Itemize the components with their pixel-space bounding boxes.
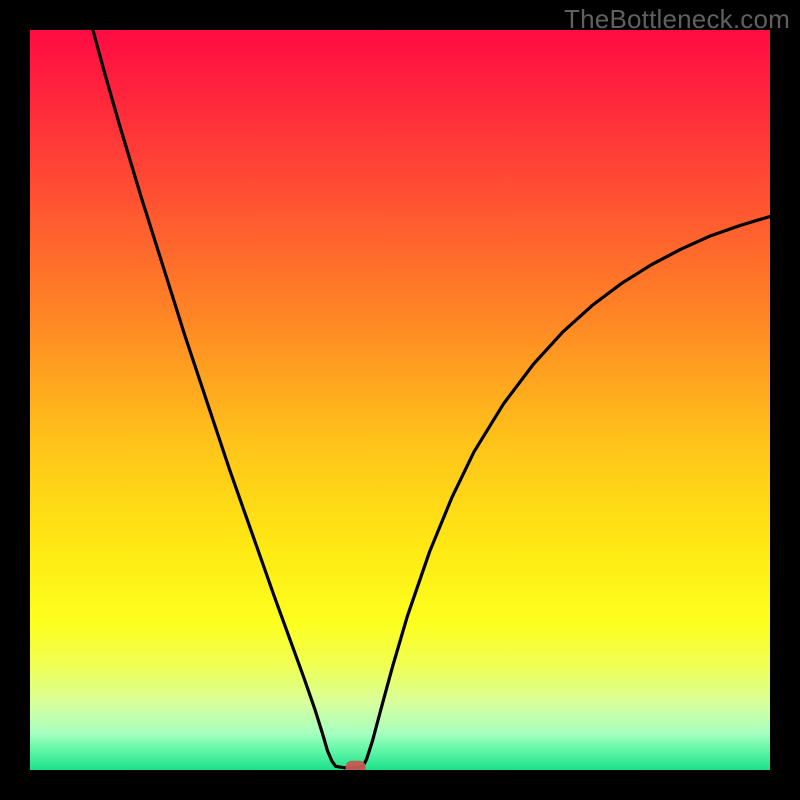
chart-container: TheBottleneck.com — [0, 0, 800, 800]
bottleneck-curve-chart — [0, 0, 800, 800]
plot-gradient-background — [30, 30, 770, 770]
watermark-text: TheBottleneck.com — [564, 4, 790, 35]
